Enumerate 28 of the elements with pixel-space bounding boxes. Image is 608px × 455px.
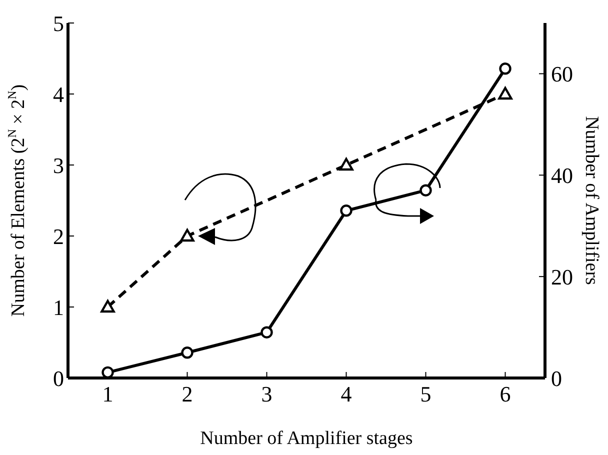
y-tick-label: 4 — [53, 82, 64, 107]
point — [499, 62, 512, 75]
point — [260, 326, 273, 338]
x-tick-label: 1 — [102, 382, 114, 407]
x-tick-label: 4 — [340, 382, 352, 407]
y2-tick-label: 60 — [551, 62, 573, 87]
y-tick-label: 0 — [53, 366, 64, 391]
point — [102, 366, 114, 378]
point — [180, 228, 194, 242]
y2-axis-title: Number of Amplifiers — [580, 116, 602, 285]
y-tick-label: 5 — [53, 10, 64, 36]
y-tick-label: 2 — [53, 224, 64, 249]
point — [420, 184, 432, 196]
point — [100, 300, 115, 313]
y2-tick-label: 0 — [551, 366, 562, 391]
point — [498, 86, 512, 100]
x-tick-label: 5 — [420, 382, 432, 407]
x-tick-label: 3 — [261, 382, 272, 407]
x-axis-title: Number of Amplifier stages — [200, 428, 413, 449]
x-tick-label: 2 — [182, 382, 193, 407]
y-tick-label: 3 — [53, 152, 64, 178]
point — [339, 158, 354, 171]
y2-tick-label: 20 — [551, 264, 573, 290]
point — [340, 204, 352, 217]
y-tick-label: 1 — [53, 294, 64, 320]
point — [181, 346, 194, 359]
x-tick-label: 6 — [500, 382, 511, 407]
y2-tick-label: 40 — [551, 162, 573, 188]
